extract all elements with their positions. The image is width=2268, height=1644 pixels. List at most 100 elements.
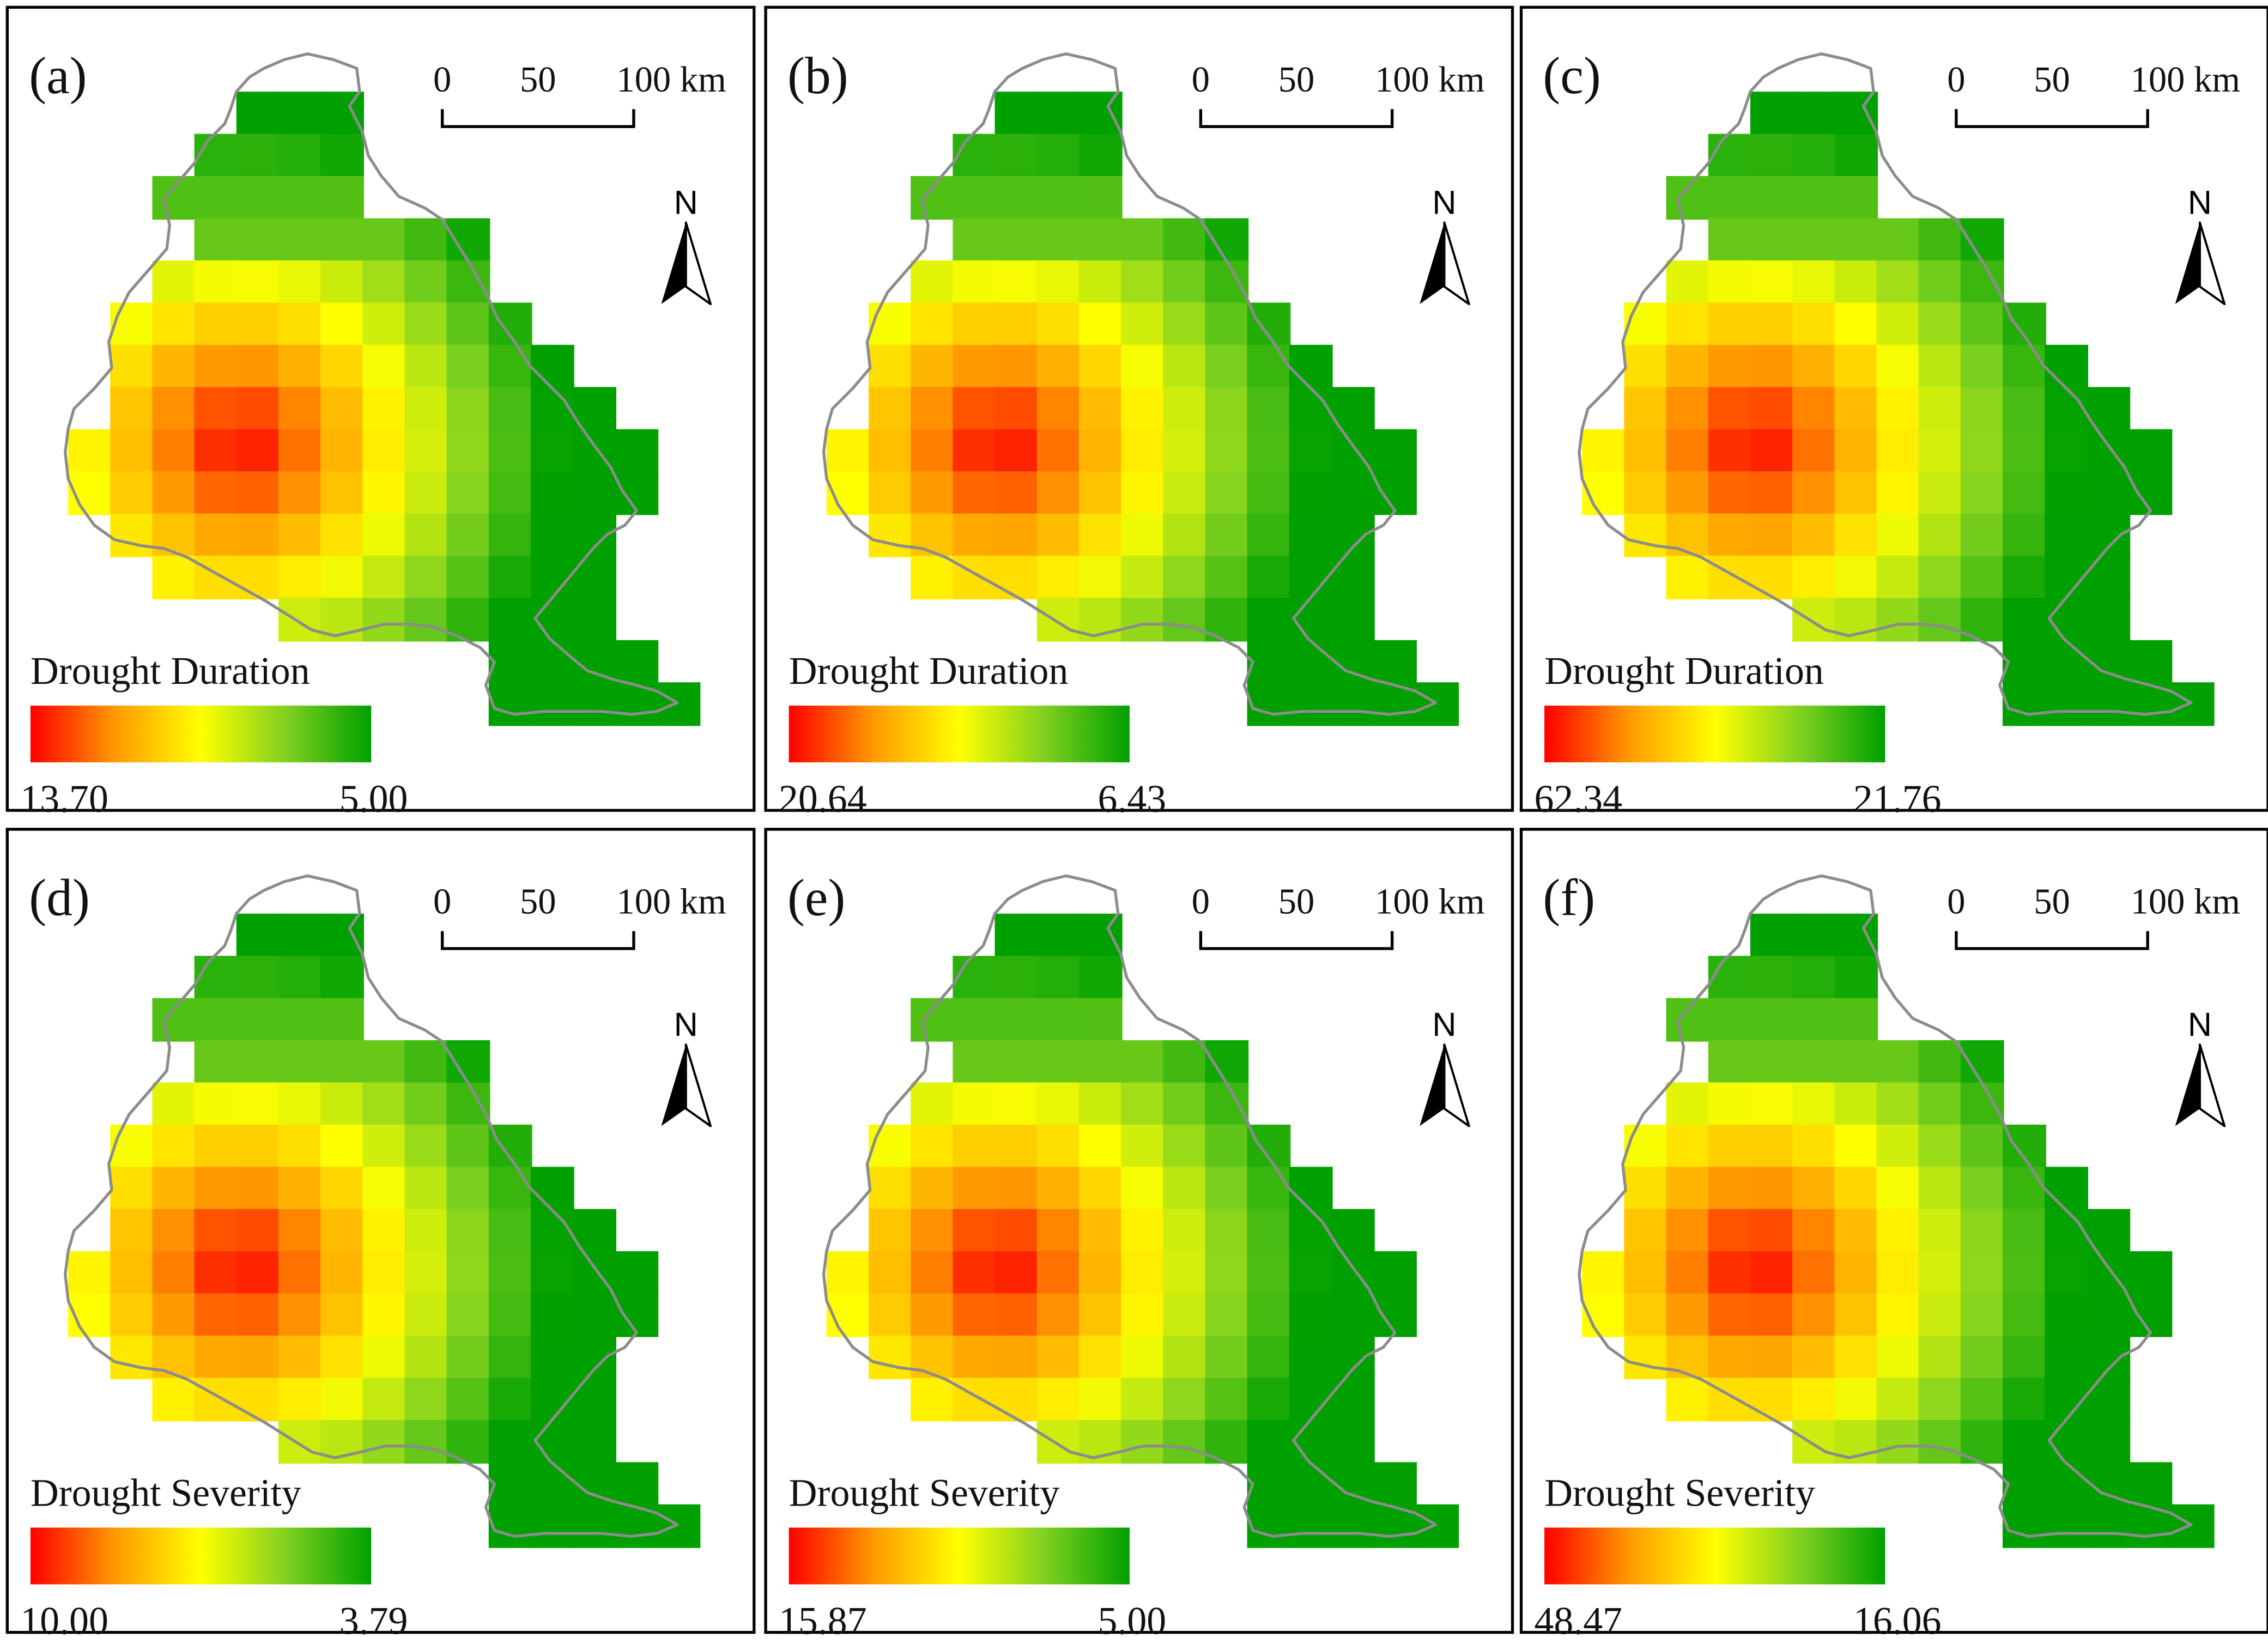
- grid-cell: [1289, 682, 1333, 726]
- grid-cell: [1121, 513, 1165, 557]
- grid-cell: [2003, 1293, 2046, 1337]
- scale-bar-tick-label: 50: [520, 882, 556, 922]
- grid-cell: [2045, 471, 2089, 515]
- grid-cell: [236, 555, 280, 600]
- grid-cell: [1750, 1209, 1794, 1253]
- grid-cell: [404, 1378, 448, 1422]
- grid-cell: [1960, 1335, 2004, 1380]
- grid-cell: [1078, 555, 1123, 600]
- grid-cell: [1708, 1335, 1752, 1380]
- grid-cell: [2003, 387, 2046, 431]
- grid-cell: [1036, 302, 1081, 347]
- scale-bar-tick-label: 100 km: [2131, 60, 2240, 100]
- grid-cell: [1205, 513, 1249, 557]
- grid-cell: [278, 1124, 322, 1168]
- grid-cell: [152, 260, 196, 305]
- grid-cell: [1918, 513, 1962, 557]
- grid-cell: [530, 429, 574, 473]
- grid-cell: [1163, 1209, 1207, 1253]
- grid-cell: [404, 555, 448, 600]
- grid-cell: [320, 1335, 364, 1380]
- grid-cell: [1792, 471, 1836, 515]
- legend-min-value: 62.34: [1534, 777, 1622, 821]
- grid-cell: [1834, 555, 1878, 600]
- grid-cell: [1247, 1293, 1291, 1337]
- grid-cell: [1960, 555, 2004, 600]
- grid-cell: [1918, 260, 1962, 305]
- grid-cell: [994, 260, 1039, 305]
- grid-cell: [2003, 471, 2046, 515]
- grid-cell: [152, 302, 196, 347]
- grid-cell: [404, 1124, 448, 1168]
- grid-cell: [994, 302, 1039, 347]
- grid-cell: [320, 1167, 364, 1211]
- grid-cell: [911, 1124, 955, 1168]
- grid-cell: [1960, 344, 2004, 389]
- grid-cell: [278, 92, 322, 136]
- grid-cell: [573, 513, 616, 557]
- grid-cell: [1078, 92, 1123, 136]
- grid-cell: [1750, 1040, 1794, 1084]
- grid-cell: [1666, 998, 1710, 1042]
- grid-cell: [236, 134, 280, 178]
- grid-cell: [320, 176, 364, 220]
- grid-cell: [2045, 1335, 2089, 1380]
- grid-cell: [1876, 1419, 1920, 1464]
- grid-cell: [404, 1040, 448, 1084]
- grid-cell: [404, 1167, 448, 1211]
- grid-cell: [1036, 555, 1081, 600]
- grid-cell: [953, 429, 997, 473]
- grid-cell: [1289, 1462, 1333, 1506]
- scale-bar-tick-label: 0: [1947, 882, 1965, 922]
- scale-bar-tick-label: 0: [1192, 882, 1210, 922]
- grid-cell: [1918, 1124, 1962, 1168]
- grid-cell: [152, 1251, 196, 1295]
- grid-cell: [2045, 1293, 2089, 1337]
- legend-color-ramp: [789, 1527, 1130, 1585]
- grid-cell: [1078, 176, 1123, 220]
- grid-cell: [1666, 1082, 1710, 1126]
- grid-cell: [1666, 302, 1710, 347]
- grid-cell: [194, 998, 238, 1042]
- grid-cell: [953, 176, 997, 220]
- grid-cell: [953, 387, 997, 431]
- grid-cell: [911, 998, 955, 1042]
- scale-bar-tick-label: 50: [2034, 60, 2070, 100]
- grid-cell: [446, 1082, 490, 1126]
- grid-cell: [1708, 1124, 1752, 1168]
- grid-cell: [194, 134, 238, 178]
- grid-cell: [2170, 1504, 2215, 1548]
- grid-cell: [2087, 1335, 2131, 1380]
- grid-cell: [1960, 260, 2004, 305]
- grid-cell: [911, 555, 955, 600]
- north-label: N: [1432, 1006, 1456, 1043]
- grid-cell: [994, 513, 1039, 557]
- grid-cell: [1876, 1040, 1920, 1084]
- grid-cell: [2045, 1504, 2089, 1548]
- grid-cell: [1078, 1124, 1123, 1168]
- panel-label: (f): [1543, 868, 1595, 926]
- grid-cell: [1876, 555, 1920, 600]
- grid-cell: [152, 513, 196, 557]
- grid-cell: [404, 1293, 448, 1337]
- grid-cell: [994, 1124, 1039, 1168]
- grid-cell: [1918, 555, 1962, 600]
- grid-cell: [2045, 682, 2089, 726]
- grid-cell: [1834, 956, 1878, 1000]
- scale-bar-tick-label: 100 km: [1375, 60, 1484, 100]
- panel-label: (c): [1543, 46, 1600, 105]
- grid-cell: [911, 176, 955, 220]
- grid-cell: [1624, 1209, 1668, 1253]
- grid-cell: [1876, 1378, 1920, 1422]
- grid-cell: [911, 429, 955, 473]
- grid-cell: [994, 1209, 1039, 1253]
- grid-cell: [1036, 134, 1081, 178]
- grid-cell: [953, 302, 997, 347]
- grid-cell: [488, 682, 532, 726]
- grid-cell: [1036, 1167, 1081, 1211]
- grid-cell: [320, 513, 364, 557]
- north-label: N: [1432, 184, 1456, 221]
- grid-cell: [362, 1378, 407, 1422]
- grid-cell: [1163, 513, 1207, 557]
- grid-cell: [2128, 1462, 2173, 1506]
